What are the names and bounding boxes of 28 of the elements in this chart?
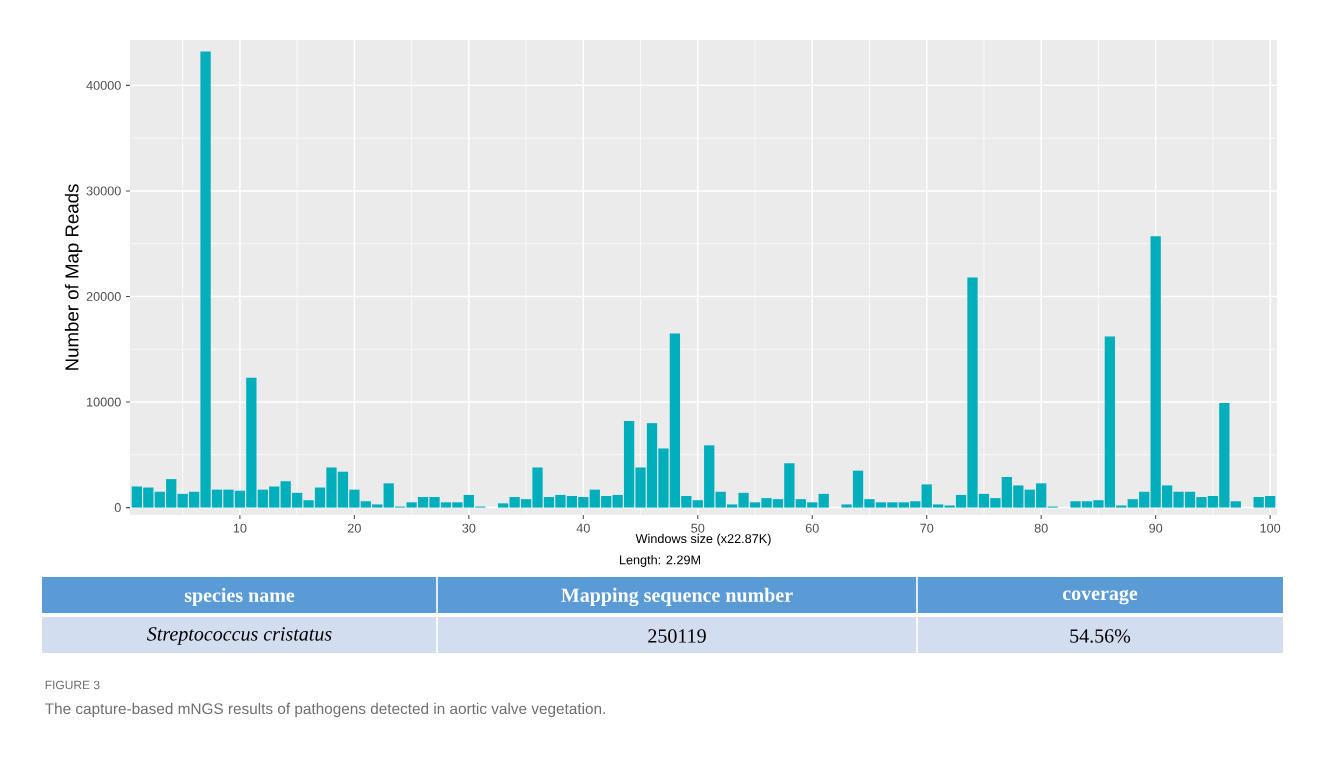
y-axis-title: Number of Map Reads [64,184,83,370]
text: The capture-based mNGS results of pathogens detected in aortic valve vegetation. [45,702,605,718]
x-tick-label: 60 [805,523,819,533]
x-tick-label: 20 [347,523,361,533]
y-tick-label: 10000 [87,397,121,407]
bar [818,493,829,508]
y-tick-label: 30000 [86,186,121,196]
y-tick-label: 0 [114,503,121,513]
caption: FIGURE 3 [45,680,100,690]
y-tick-label: 20000 [86,292,121,301]
text: 250119 [648,629,706,643]
x-tick-label: 40 [576,523,590,533]
x-tick-label: 80 [1034,523,1048,533]
text: coverage [1062,589,1138,605]
x-tick-label: 10 [233,523,247,533]
x-tick-label: 50 [691,523,705,533]
x-tick-label: 30 [462,523,476,533]
text: Mapping sequence number [561,587,793,607]
text: Streptococcus cristatus [147,627,332,645]
x-tick-label: 100 [1260,523,1281,533]
bar [1230,501,1241,508]
x-tick-label: 90 [1149,523,1163,533]
x-axis-title: Windows size (x22.87K) [635,533,771,546]
text: Length: 2.29M [619,555,701,567]
text: species name [184,587,295,607]
y-tick-label: 40000 [86,80,121,90]
x-tick-label: 70 [920,523,934,533]
text: 54.56% [1070,629,1131,643]
